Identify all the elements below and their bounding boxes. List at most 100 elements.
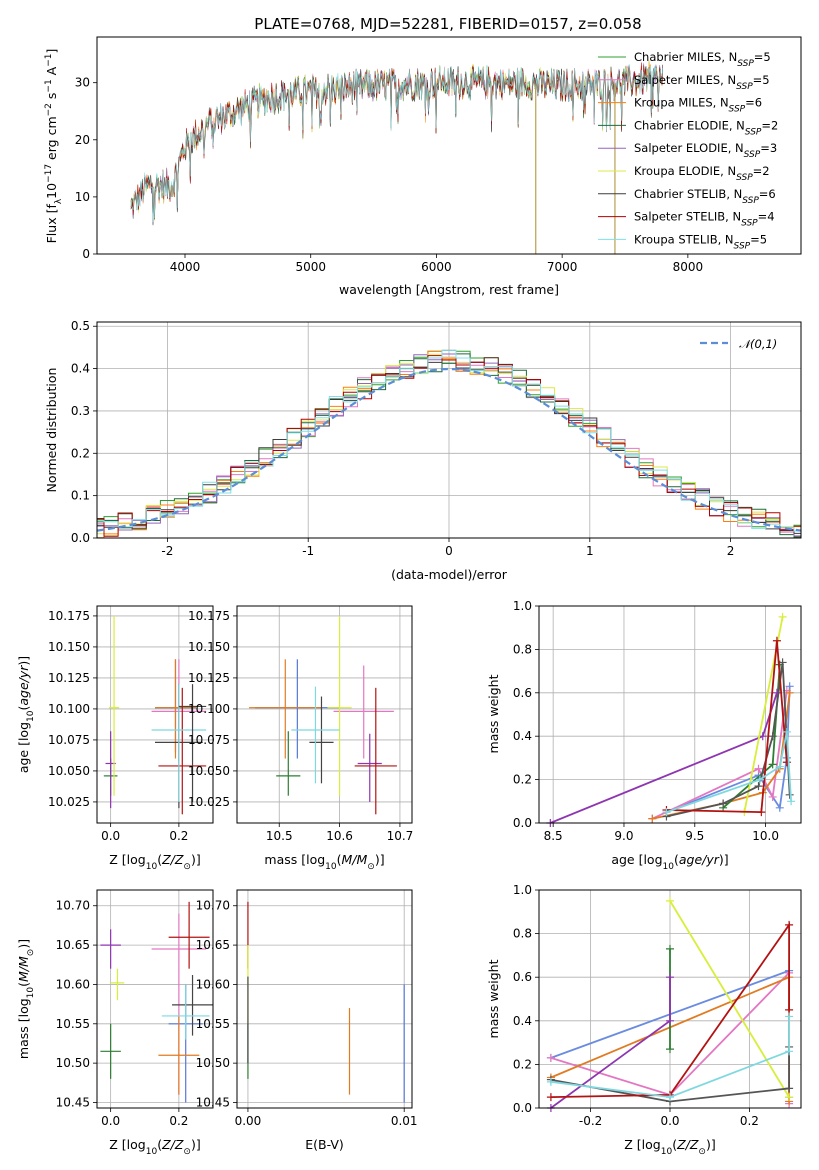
axes-frame [96, 605, 214, 824]
axes-frame [96, 321, 802, 539]
x-axis-label: Z [log10(Z/Z⊙)] [109, 852, 200, 872]
mass-weight-line [550, 977, 671, 1108]
mass-weight-marker [768, 760, 777, 769]
mass-weight-marker [787, 797, 796, 806]
mass-weight-marker [785, 688, 794, 697]
x-tick-label: 0.2 [169, 829, 188, 843]
y-tick-label: 0.5 [71, 319, 90, 333]
y-tick-label: 1.0 [513, 599, 532, 613]
y-tick-label: 0.8 [513, 927, 532, 941]
y-tick-label: 10.50 [196, 1056, 230, 1070]
x-tick-label: 5000 [295, 260, 326, 274]
mass-weight-marker [546, 1077, 555, 1086]
mass-weight-marker [666, 1093, 674, 1102]
x-tick-label: 1 [586, 544, 594, 558]
legend-label: 𝒩(0,1) [739, 337, 777, 351]
y-tick-label: 10.175 [188, 609, 230, 623]
y-tick-label: 0.1 [71, 489, 90, 503]
histogram-series [97, 355, 801, 537]
x-axis-label: (data-model)/error [391, 567, 508, 582]
y-tick-label: 10 [75, 190, 90, 204]
legend-label: Salpeter ELODIE, NSSP=3 [634, 141, 777, 160]
x-tick-label: 10.6 [326, 829, 353, 843]
y-tick-label: 10.50 [56, 1056, 90, 1070]
y-tick-label: 1.0 [513, 883, 532, 897]
figure-title: PLATE=0768, MJD=52281, FIBERID=0157, z=0… [254, 15, 641, 33]
y-tick-label: 0 [82, 247, 90, 261]
mass-weight-line [550, 1047, 790, 1103]
x-axis-label: wavelength [Angstrom, rest frame] [339, 282, 559, 297]
histogram-series [97, 353, 801, 537]
residuals-panel: -2 -1 0 1 2 0.0 0.1 0.2 0.3 0.4 0.5 𝒩(0,1) (data-mod… [44, 319, 802, 582]
mass-weight-marker [785, 920, 794, 929]
mass-weight-vs-age-panel: 8.5 9.0 9.5 10.0 0.0 0.2 0.4 0.6 0.8 1.0 age [log1… [486, 599, 802, 872]
x-tick-label: 0.2 [169, 1114, 188, 1128]
y-tick-label: 10.025 [188, 795, 230, 809]
x-axis-label: age [log10(age/yr)] [611, 852, 728, 872]
mass-weight-marker [785, 1047, 794, 1056]
x-tick-label: 0.01 [391, 1114, 418, 1128]
legend-label: Salpeter MILES, NSSP=5 [634, 73, 770, 92]
mass-vs-extinction-panel: 0.00 0.01 10.45 10.50 10.55 10.60 10.65 10.70 E(… [196, 889, 418, 1152]
mass-weight-marker [648, 814, 657, 823]
mass-weight-marker [785, 1093, 794, 1102]
mass-weight-marker [785, 1012, 794, 1021]
x-tick-label: 0 [445, 544, 453, 558]
axes-frame [96, 36, 802, 255]
y-tick-label: 10.075 [188, 733, 230, 747]
y-tick-label: 10.150 [188, 640, 230, 654]
mass-weight-marker [785, 1084, 794, 1093]
mass-weight-marker [772, 688, 781, 697]
axes-frame [96, 889, 214, 1109]
mass-weight-line [549, 692, 778, 823]
x-axis-label: Z [log10(Z/Z⊙)] [624, 1137, 715, 1157]
x-tick-label: -2 [161, 544, 173, 558]
spectrum-line [130, 63, 663, 223]
mass-weight-line [666, 640, 788, 814]
axes-frame [538, 605, 802, 824]
y-tick-label: 0.0 [513, 816, 532, 830]
mass-vs-metallicity-panel: 0.0 0.2 10.45 10.50 10.55 10.60 10.65 10.70 Z [l… [16, 889, 214, 1157]
mass-weight-marker [755, 775, 764, 784]
y-tick-label: 0.0 [513, 1101, 532, 1115]
mass-weight-marker [666, 1016, 674, 1025]
mass-weight-line [550, 922, 790, 1098]
x-tick-label: 0.0 [101, 829, 120, 843]
x-axis-label: mass [log10(M/M⊙)] [264, 852, 384, 872]
y-tick-label: 0.2 [513, 773, 532, 787]
x-axis-label: E(B-V) [305, 1137, 344, 1152]
x-tick-label: 9.0 [614, 829, 633, 843]
y-tick-label: 10.60 [56, 977, 90, 991]
y-tick-label: 10.075 [48, 733, 90, 747]
x-tick-label: 2 [727, 544, 735, 558]
x-tick-label: 8000 [673, 260, 704, 274]
mass-weight-marker [754, 782, 763, 791]
y-tick-label: 10.025 [48, 795, 90, 809]
x-tick-label: 0.0 [101, 1114, 120, 1128]
y-tick-label: 0.3 [71, 404, 90, 418]
x-tick-label: -0.2 [579, 1114, 602, 1128]
x-tick-label: 8.5 [544, 829, 563, 843]
axes-frame [236, 605, 413, 824]
mass-weight-marker [772, 636, 781, 645]
y-tick-label: 0.6 [513, 686, 532, 700]
mass-weight-marker [768, 792, 777, 801]
x-tick-label: 10.0 [752, 829, 779, 843]
y-tick-label: 0.2 [513, 1057, 532, 1071]
legend-label: Kroupa MILES, NSSP=6 [634, 96, 762, 115]
x-tick-label: 0.0 [660, 1114, 679, 1128]
y-tick-label: 0.4 [513, 1014, 532, 1028]
spectrum-panel: 4000 5000 6000 7000 8000 0 10 20 30 wavelength [A… [44, 36, 802, 297]
mass-weight-marker [546, 1093, 555, 1102]
x-tick-label: 6000 [421, 260, 452, 274]
legend-label: Kroupa ELODIE, NSSP=2 [634, 164, 770, 183]
mass-weight-marker [666, 944, 674, 953]
y-tick-label: 10.55 [56, 1017, 90, 1031]
legend-label: Chabrier STELIB, NSSP=6 [634, 187, 776, 206]
y-axis-label: Normed distribution [44, 368, 59, 493]
y-tick-label: 0.8 [513, 642, 532, 656]
mass-weight-marker [662, 808, 671, 817]
y-tick-label: 10.65 [196, 938, 230, 952]
y-tick-label: 10.55 [196, 1017, 230, 1031]
x-tick-label: 4000 [170, 260, 201, 274]
